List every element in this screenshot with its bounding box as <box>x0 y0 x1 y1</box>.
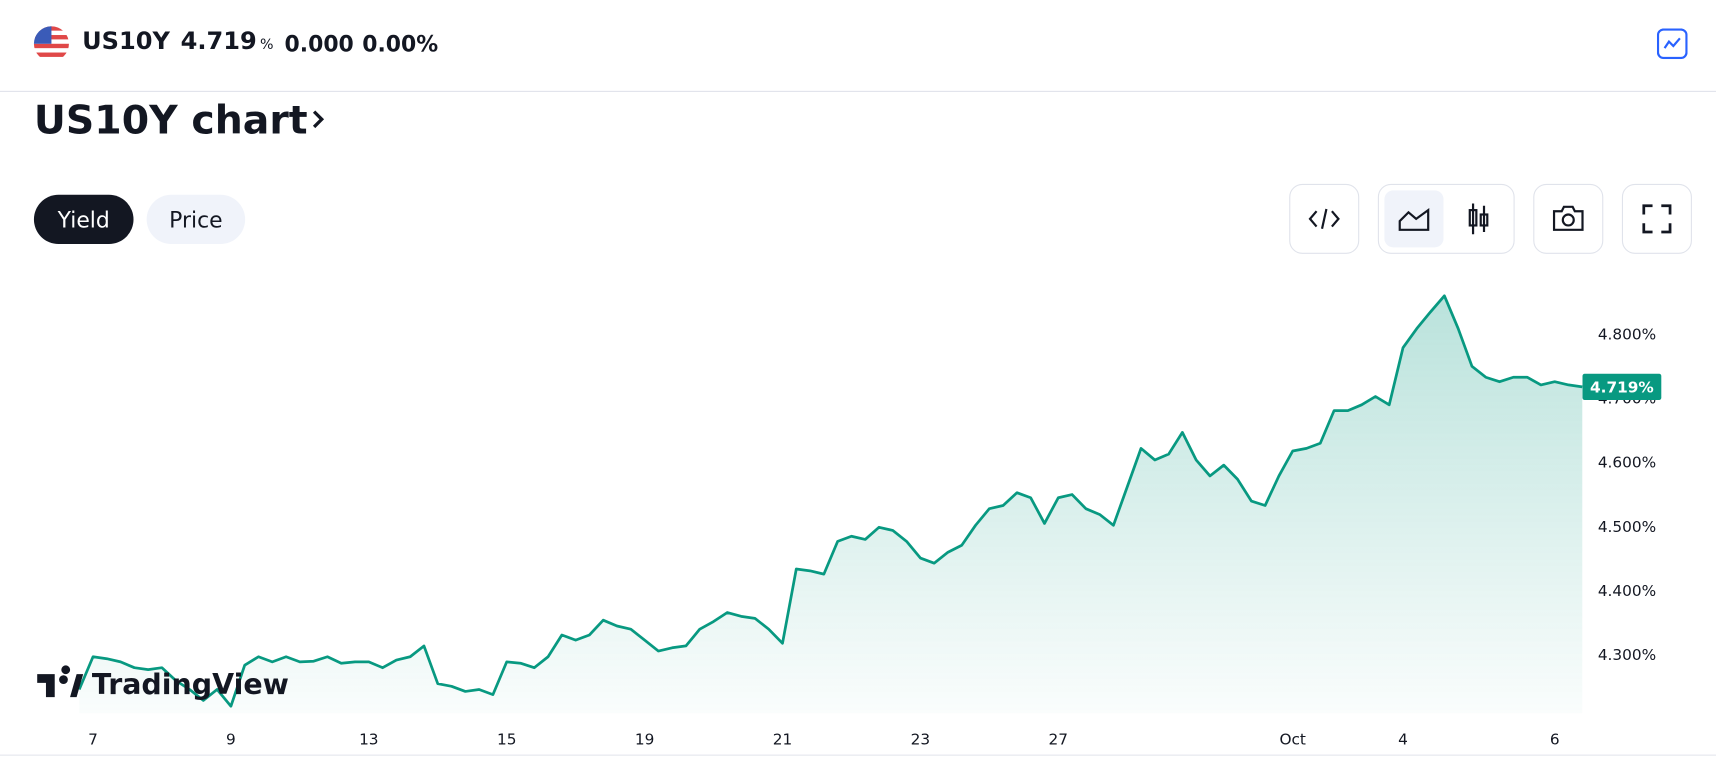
change-percent: 0.00% <box>362 30 439 57</box>
candle-style-button[interactable] <box>1449 190 1508 247</box>
x-tick-label: 27 <box>1049 730 1069 748</box>
y-tick-label: 4.500% <box>1598 518 1656 536</box>
x-tick-label: 15 <box>497 730 517 748</box>
price: 4.719% <box>181 28 274 55</box>
watermark: TradingView <box>37 665 289 701</box>
section-title[interactable]: US10Y chart <box>34 98 330 143</box>
fullscreen-button[interactable] <box>1621 183 1692 254</box>
x-tick-label: Oct <box>1279 730 1305 748</box>
tab-price[interactable]: Price <box>146 194 246 245</box>
area-style-button[interactable] <box>1384 190 1444 248</box>
chart-toggle[interactable] <box>1656 28 1688 60</box>
watermark-text: TradingView <box>92 668 289 701</box>
candle-icon <box>1468 203 1489 235</box>
watermark-logo <box>37 665 84 698</box>
x-tick-label: 21 <box>773 730 793 748</box>
area-icon <box>1398 207 1430 231</box>
snapshot-button[interactable] <box>1533 183 1604 254</box>
area-fill <box>79 295 1583 714</box>
tab-yield[interactable]: Yield <box>33 194 134 245</box>
camera-icon <box>1552 205 1584 231</box>
y-tick-label: 4.300% <box>1598 646 1656 664</box>
header: US10Y 4.719% 0.000 0.00% <box>0 0 1716 92</box>
section-title-text[interactable]: US10Y chart <box>33 98 308 144</box>
x-tick-label: 9 <box>226 730 236 748</box>
price-value: 4.719 <box>180 28 257 56</box>
x-tick-label: 6 <box>1550 730 1560 748</box>
chevron <box>313 110 325 129</box>
y-tick-label: 4.600% <box>1598 454 1656 472</box>
price-unit: % <box>260 37 274 54</box>
x-tick-label: 19 <box>635 730 655 748</box>
fullscreen-icon <box>1642 204 1672 234</box>
symbol: US10Y <box>82 28 170 56</box>
flag-icon <box>33 26 69 62</box>
watermark-logo-dot <box>59 675 68 684</box>
last-price-tag <box>1582 373 1662 400</box>
x-tick-label: 7 <box>88 730 98 748</box>
embed-icon <box>1308 208 1340 229</box>
x-tick-label: 13 <box>359 730 379 748</box>
y-tick-label: 4.800% <box>1598 325 1656 343</box>
change: 0.000 <box>284 30 354 57</box>
x-tick-label: 4 <box>1398 730 1408 748</box>
price-line <box>77 294 1583 708</box>
y-tick-label: 4.400% <box>1598 582 1656 600</box>
last-price-label: 4.719% <box>1590 378 1654 396</box>
embed-button[interactable] <box>1289 183 1360 254</box>
chart-style-group <box>1377 183 1515 254</box>
x-tick-label: 23 <box>911 730 931 748</box>
